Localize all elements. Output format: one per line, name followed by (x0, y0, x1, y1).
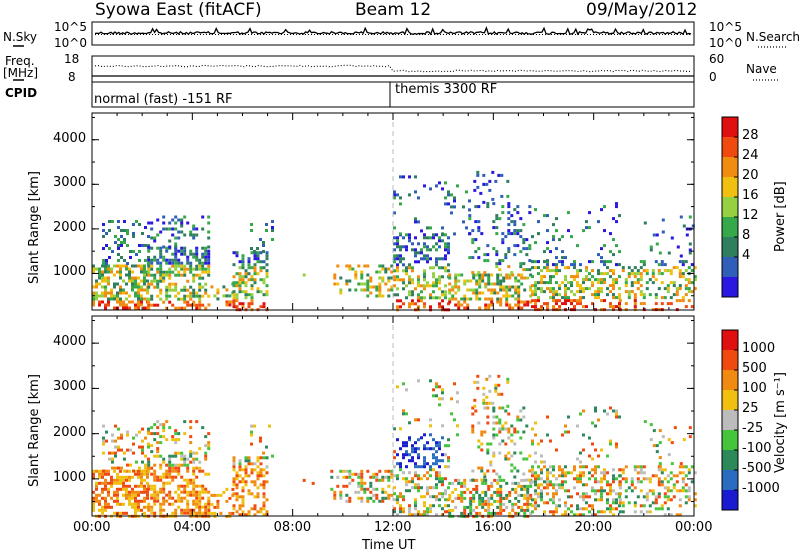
colorbar-swatch (722, 350, 738, 371)
colorbar-tick-label: 1000 (742, 341, 776, 356)
colorbar-swatch (722, 370, 738, 391)
xlabel-time: Time UT (362, 538, 416, 553)
x-tick-label: 08:00 (273, 520, 312, 535)
velocity-colorbar (721, 329, 739, 511)
colorbar-swatch (722, 257, 738, 278)
colorbar-tick-label: 24 (742, 148, 759, 163)
y-tick-label: 3000 (53, 379, 87, 395)
colorbar-frame (721, 116, 739, 298)
mode-label-normal: normal (fast) -151 RF (94, 92, 233, 107)
nave-series (94, 64, 692, 73)
ylabel-power: Slant Range [km] (27, 171, 42, 284)
x-tick-label: 00:00 (675, 520, 713, 535)
x-tick-label: 12:00 (374, 520, 412, 535)
freq-strip-frame (91, 55, 695, 83)
colorbar-swatch (722, 277, 738, 298)
colorbar-tick-label: 16 (742, 188, 759, 203)
colorbar-swatch (722, 470, 738, 491)
colorbar-swatch (722, 157, 738, 178)
colorbar-frame (721, 329, 739, 511)
colorbar-tick-label: -500 (742, 461, 772, 476)
x-tick-label: 04:00 (173, 520, 211, 535)
y-tick-label: 2000 (53, 219, 87, 235)
nave-label: Nave (746, 62, 777, 76)
colorbar-swatch (722, 410, 738, 431)
mode-label-themis: themis 3300 RF (395, 82, 498, 97)
colorbar-swatch (722, 490, 738, 511)
ylabel-velocity: Slant Range [km] (27, 374, 42, 487)
colorbar-tick-label: 25 (742, 401, 759, 416)
colorbar-swatch (722, 197, 738, 218)
x-tick-label: 16:00 (474, 520, 512, 535)
echo-cells (92, 374, 697, 518)
colorbar-swatch (722, 430, 738, 451)
y-tick-label: 2000 (53, 424, 87, 440)
cpid-label: CPID (5, 86, 38, 100)
colorbar-swatch (722, 137, 738, 158)
colorbar-swatch (722, 450, 738, 471)
nsky-strip-frame (91, 21, 695, 46)
colorbar-tick-label: 28 (742, 128, 759, 143)
colorbar-swatch (722, 117, 738, 138)
colorbar-swatch (722, 237, 738, 258)
date-label: 09/May/2012 (586, 0, 698, 20)
colorbar-label-velocity: Velocity [m s⁻¹] (773, 372, 788, 473)
nave-tick-bottom: 0 (709, 70, 717, 84)
colorbar-tick-label: 12 (742, 208, 759, 223)
nsky-tick-top: 10^5 (54, 20, 87, 34)
beam-label: Beam 12 (355, 0, 432, 20)
nave-tick-top: 60 (709, 52, 725, 66)
y-tick-label: 1000 (53, 264, 87, 280)
colorbar-tick-label: 4 (742, 248, 751, 263)
freq-label-line2: [MHz] (3, 66, 39, 80)
nsky-series (94, 26, 692, 36)
nsearch-tick-top: 10^5 (709, 20, 742, 34)
y-tick-label: 3000 (53, 175, 87, 191)
colorbar-tick-label: -100 (742, 441, 772, 456)
power-colorbar (721, 116, 739, 298)
colorbar-tick-label: 100 (742, 381, 767, 396)
colorbar-tick-label: 20 (742, 168, 759, 183)
nsearch-tick-bottom: 10^0 (709, 36, 742, 50)
freq-tick-top: 18 (64, 52, 80, 66)
x-tick-label: 00:00 (73, 520, 111, 535)
nsearch-label: N.Search (746, 30, 800, 44)
colorbar-swatch (722, 390, 738, 411)
colorbar-label-power: Power [dB] (773, 181, 788, 252)
echo-cells (92, 170, 697, 312)
colorbar-swatch (722, 330, 738, 351)
freq-label-line1: Freq. (5, 54, 35, 68)
station-title: Syowa East (fitACF) (95, 0, 262, 20)
x-tick-label: 20:00 (574, 520, 613, 535)
y-tick-label: 1000 (53, 469, 87, 485)
freq-tick-bottom: 8 (68, 70, 76, 84)
colorbar-tick-label: 500 (742, 361, 767, 376)
colorbar-tick-label: -1000 (742, 481, 780, 496)
colorbar-tick-label: -25 (742, 421, 764, 436)
nsky-tick-bottom: 10^0 (54, 36, 87, 50)
colorbar-swatch (722, 177, 738, 198)
colorbar-tick-label: 8 (742, 228, 751, 243)
cpid-strip-frame (91, 81, 695, 108)
y-tick-label: 4000 (53, 130, 87, 146)
colorbar-swatch (722, 217, 738, 238)
y-tick-label: 4000 (53, 334, 87, 350)
nsky-label: N.Sky (3, 30, 38, 44)
